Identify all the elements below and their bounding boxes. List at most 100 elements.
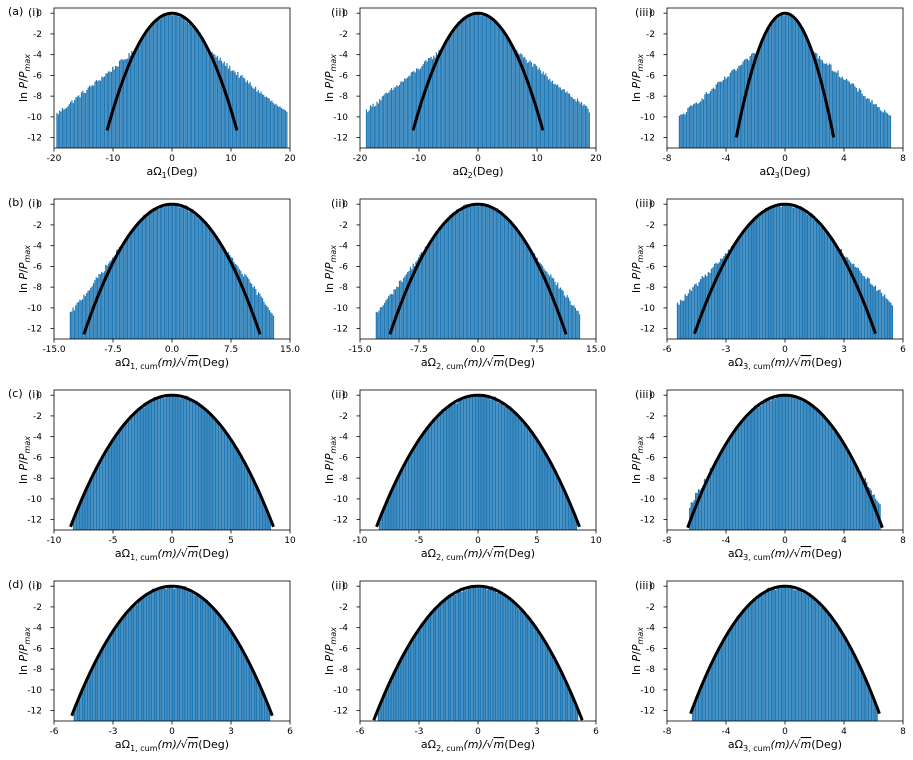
histogram-bar [451, 596, 453, 721]
histogram-bar [798, 398, 800, 530]
fit-curve [686, 393, 884, 529]
histogram-bar [848, 259, 850, 339]
histogram-bar [559, 668, 562, 721]
y-tick-label: -10 [27, 686, 42, 696]
histogram-bar [465, 397, 468, 530]
histogram-bars [678, 13, 892, 148]
y-tick-label: -10 [333, 495, 348, 505]
histogram-bar [533, 63, 535, 148]
histogram-bar [250, 666, 253, 721]
y-tick-label: -2 [33, 30, 42, 40]
histogram-bar [261, 94, 264, 148]
histogram-bar [537, 439, 539, 530]
histogram-bar [157, 207, 159, 339]
histogram-bar [559, 287, 562, 339]
histogram-bar [452, 29, 455, 148]
y-tick-label: -8 [33, 92, 42, 102]
histogram-bar [176, 586, 179, 721]
histogram-bar [817, 604, 820, 721]
histogram-bar [512, 225, 514, 339]
histogram-bar [717, 263, 719, 339]
y-tick-label: -12 [333, 134, 348, 144]
histogram-bar [158, 589, 161, 721]
histogram-bar [885, 298, 887, 339]
y-tick-label: 0 [36, 391, 42, 401]
histogram-bar [429, 612, 432, 721]
x-tick-label: 8 [900, 154, 906, 164]
histogram-bar [702, 681, 704, 721]
histogram-bar [528, 62, 530, 148]
histogram-bar [801, 210, 804, 339]
histogram-bar [257, 292, 260, 339]
histogram-bar [125, 237, 127, 339]
histogram-bar [101, 76, 103, 148]
histogram-bar [412, 448, 414, 530]
histogram-bar [139, 42, 141, 148]
histogram-bar [777, 204, 779, 339]
histogram-bar [773, 20, 775, 148]
histogram-bar [576, 310, 578, 339]
histogram-bar [797, 588, 800, 721]
histogram-bar [388, 92, 390, 148]
histogram-bar [839, 628, 841, 721]
histogram-bar [751, 411, 753, 530]
histogram-bar [678, 115, 681, 148]
histogram-bar [713, 263, 716, 339]
histogram-bar [234, 638, 236, 721]
histogram-bar [72, 307, 74, 339]
histogram-bar [92, 474, 95, 530]
histogram-bar [434, 57, 436, 148]
histogram-bar [846, 643, 848, 721]
histogram-bar [389, 294, 391, 339]
histogram-bar [738, 237, 741, 339]
histogram-bar [241, 274, 243, 339]
histogram-bar [423, 61, 426, 148]
histogram-bar [241, 74, 243, 148]
histogram-bar [558, 87, 560, 148]
histogram-bar [531, 430, 533, 530]
histogram-bar [837, 70, 839, 148]
histogram-bar [257, 90, 259, 148]
histogram-bar [442, 412, 445, 530]
histogram-bar [178, 396, 180, 530]
histogram-bar [885, 112, 887, 148]
histogram-bar [846, 449, 849, 530]
histogram-bar [545, 452, 547, 530]
histogram-bar [108, 71, 110, 148]
histogram-bar [67, 106, 69, 148]
x-tick-label: -6 [663, 345, 672, 355]
histogram-bar [703, 681, 705, 721]
histogram-bar [136, 224, 138, 339]
histogram-bar [161, 15, 163, 148]
panel-3-2: 0-2-4-6-8-10-12-8 -4 0 4 8(iii)ln P/PmaxaΩ3,… [630, 579, 906, 753]
histogram-bar [191, 211, 193, 339]
histogram-bar [389, 679, 391, 721]
histogram-bar [764, 590, 767, 721]
histogram-bar [834, 243, 836, 339]
histogram-bar [432, 419, 434, 530]
histogram-bar [853, 655, 855, 721]
histogram-bar [824, 418, 827, 530]
histogram-bar [814, 408, 816, 530]
histogram-bar [531, 251, 533, 339]
histogram-bar [792, 18, 794, 148]
histogram-bar [387, 685, 390, 721]
histogram-bar [783, 15, 785, 148]
y-tick-label: -10 [27, 113, 42, 123]
y-axis-label: ln P/Pmax [630, 245, 645, 293]
histogram-bar [438, 232, 440, 339]
histogram-bar [244, 78, 246, 148]
histogram-bar [798, 209, 801, 339]
histogram-bar [226, 624, 228, 721]
x-tick-label: 4 [841, 536, 847, 546]
histogram-bar [827, 611, 830, 721]
histogram-bar [98, 80, 100, 148]
histogram-bar [516, 229, 518, 339]
histogram-bar [253, 88, 255, 148]
histogram-bar [72, 103, 74, 148]
histogram-bar [103, 453, 105, 530]
histogram-bar [283, 109, 285, 148]
histogram-bar [488, 17, 490, 148]
histogram-bar [121, 247, 123, 339]
